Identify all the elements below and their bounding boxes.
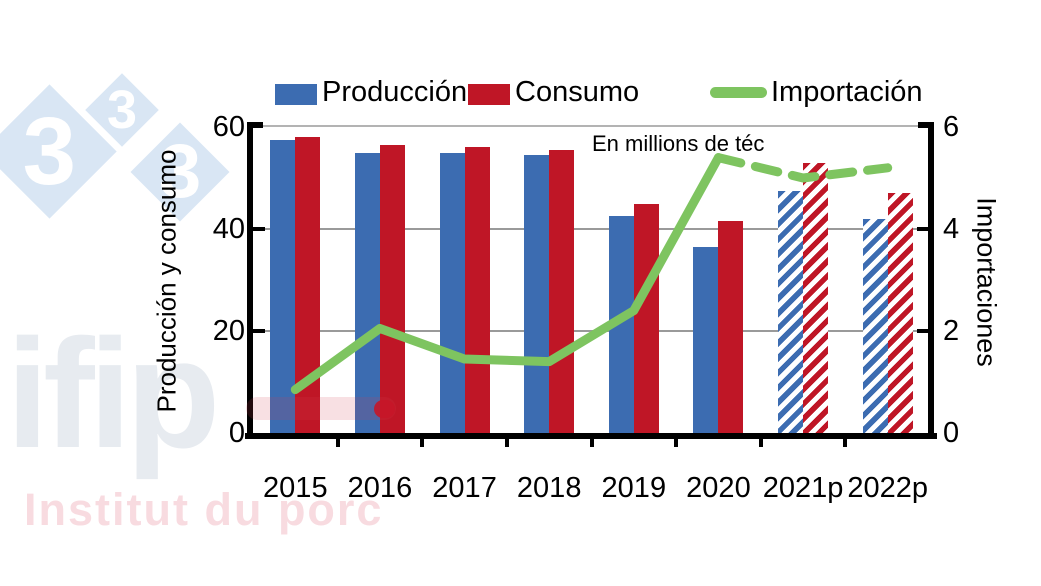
x-axis-tick [758, 439, 763, 447]
watermark-red-bar [246, 397, 396, 420]
left-axis-label-40: 40 [212, 213, 245, 245]
right-axis-label-0: 0 [943, 417, 960, 449]
x-axis-label-2018: 2018 [516, 472, 582, 504]
bar-consumo-2020 [718, 221, 744, 433]
gridline-top [253, 125, 930, 127]
bar-producción-2015 [270, 139, 296, 433]
legend-swatch-produccion [275, 84, 317, 105]
bar-producción-2020 [693, 246, 719, 433]
bar-consumo-2018 [549, 149, 575, 433]
watermark-institut-du-porc-text: Institut du porc [24, 484, 384, 535]
bar-producción-2019 [608, 216, 634, 433]
axis-corner-top-left [247, 122, 263, 128]
left-axis-label-20: 20 [212, 315, 245, 347]
x-axis-tick [504, 439, 509, 447]
x-axis-label-2017: 2017 [432, 472, 497, 504]
right-axis-label-6: 6 [943, 111, 960, 143]
x-axis-tick [843, 439, 848, 447]
x-axis-tick [674, 439, 679, 447]
x-axis-label-2019: 2019 [601, 472, 667, 504]
axis-spine-left [247, 122, 253, 439]
right-axis-label-4: 4 [943, 213, 960, 245]
watermark-red-bar-cap [374, 400, 395, 418]
x-axis-label-2020: 2020 [686, 472, 751, 504]
bar-producción-2021p [778, 190, 804, 433]
bar-producción-2017 [439, 152, 465, 433]
bar-consumo-2015 [295, 137, 321, 433]
legend-swatch-importacion [710, 87, 767, 98]
chart-annotation: En millions de téc [592, 131, 765, 156]
legend-label-produccion: Producción [322, 76, 468, 108]
bar-producción-2016 [354, 152, 380, 433]
legend-label-importacion: Importación [771, 76, 923, 108]
right-axis-tick-4 [917, 227, 929, 231]
axis-corner-top-right [918, 122, 934, 128]
bar-consumo-2019 [633, 203, 659, 433]
x-axis-label-2022p: 2022p [847, 472, 929, 504]
legend-swatch-consumo [468, 84, 510, 105]
bar-consumo-2022p [887, 193, 913, 433]
left-axis-tick-20 [253, 329, 265, 333]
bar-consumo-2016 [379, 144, 405, 433]
bar-producción-2018 [524, 155, 550, 433]
x-axis-label-2016: 2016 [347, 472, 413, 504]
x-axis-label-2021p: 2021p [762, 472, 844, 504]
bar-consumo-2021p [803, 162, 829, 433]
right-axis-tick-2 [917, 329, 929, 333]
x-axis-tick [420, 439, 425, 447]
watermark-diamond-number: 3 [106, 79, 138, 140]
right-axis-title: Importaciones [971, 197, 1002, 367]
bar-consumo-2017 [464, 147, 490, 433]
left-axis-tick-40 [253, 227, 265, 231]
x-axis-tick [335, 439, 340, 447]
axis-spine-bottom [245, 433, 937, 439]
watermark-diamond-number: 3 [22, 97, 77, 205]
x-axis-label-2015: 2015 [263, 472, 328, 504]
x-axis-tick [589, 439, 594, 447]
axis-spine-right [928, 122, 934, 439]
left-axis-label-0: 0 [228, 417, 245, 449]
left-axis-label-60: 60 [212, 111, 245, 143]
watermark-ifip-logo-text: ifip [6, 307, 220, 480]
legend-label-consumo: Consumo [515, 76, 640, 108]
right-axis-label-2: 2 [943, 315, 960, 347]
left-axis-title: Producción y consumo [151, 149, 182, 413]
bar-producción-2022p [862, 218, 888, 433]
